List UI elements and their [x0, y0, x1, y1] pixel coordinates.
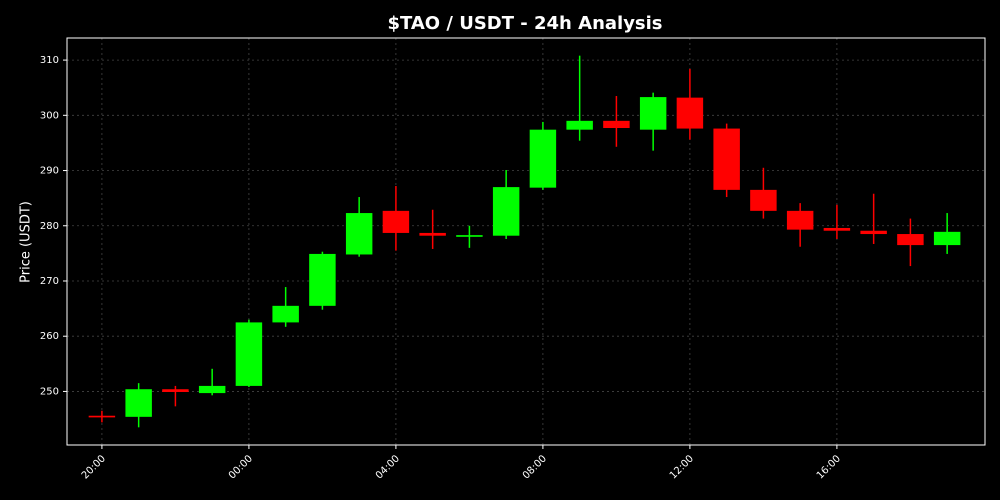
candle-body: [492, 187, 520, 236]
y-axis-label: Price (USDT): [19, 201, 34, 283]
candle-body: [309, 253, 336, 306]
candle-body: [272, 305, 299, 323]
y-tick-label: 310: [40, 55, 59, 66]
candle-body: [88, 415, 116, 418]
candle-body: [860, 230, 887, 235]
candle-body: [125, 389, 152, 417]
candle-body: [750, 189, 777, 211]
candle-body: [198, 385, 226, 394]
y-tick-label: 270: [40, 276, 59, 287]
candle-body: [235, 322, 263, 386]
candle-body: [897, 234, 924, 246]
candle-body: [345, 213, 373, 255]
candle-body: [382, 210, 410, 233]
y-tick-label: 300: [40, 110, 59, 121]
candle-body: [823, 227, 851, 231]
candle-body: [419, 232, 446, 236]
y-tick-label: 260: [40, 331, 59, 342]
candle-body: [676, 97, 704, 129]
candle-body: [603, 120, 630, 129]
candle-body: [529, 129, 557, 188]
plot-frame: [66, 37, 986, 446]
y-tick-label: 280: [40, 221, 59, 232]
candle-body: [786, 210, 814, 230]
candle-body: [162, 389, 189, 392]
y-tick-label: 250: [40, 386, 59, 397]
candle-body: [456, 235, 483, 237]
candles: [88, 55, 961, 428]
candle-body: [713, 128, 740, 190]
chart-title: $TAO / USDT - 24h Analysis: [387, 13, 662, 34]
candle-body: [639, 97, 667, 130]
candle-body: [933, 231, 961, 246]
candle-body: [566, 120, 593, 130]
y-tick-label: 290: [40, 166, 59, 177]
